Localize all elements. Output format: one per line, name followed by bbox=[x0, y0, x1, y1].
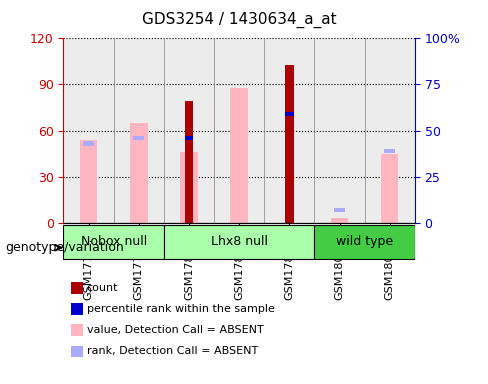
Bar bbox=[230, 88, 248, 223]
Bar bbox=[184, 136, 193, 140]
Text: count: count bbox=[87, 283, 119, 293]
Bar bbox=[80, 140, 97, 223]
Bar bbox=[334, 207, 345, 212]
Bar bbox=[285, 112, 294, 116]
Bar bbox=[285, 65, 294, 223]
Bar bbox=[331, 218, 348, 223]
FancyBboxPatch shape bbox=[314, 225, 415, 259]
Text: genotype/variation: genotype/variation bbox=[5, 241, 123, 254]
Bar bbox=[365, 38, 415, 223]
FancyBboxPatch shape bbox=[63, 225, 164, 259]
Bar bbox=[164, 38, 214, 223]
Bar bbox=[214, 38, 264, 223]
Bar bbox=[114, 38, 164, 223]
Bar bbox=[385, 149, 395, 153]
Text: Nobox null: Nobox null bbox=[81, 235, 147, 248]
Text: percentile rank within the sample: percentile rank within the sample bbox=[87, 304, 275, 314]
Bar bbox=[214, 38, 264, 223]
Bar bbox=[180, 152, 198, 223]
Bar bbox=[114, 38, 164, 223]
Bar bbox=[63, 38, 114, 223]
Bar bbox=[130, 123, 147, 223]
Bar bbox=[164, 38, 214, 223]
Bar bbox=[314, 38, 365, 223]
Text: value, Detection Call = ABSENT: value, Detection Call = ABSENT bbox=[87, 325, 264, 335]
Text: GDS3254 / 1430634_a_at: GDS3254 / 1430634_a_at bbox=[142, 12, 336, 28]
Bar bbox=[83, 141, 94, 146]
Bar bbox=[184, 101, 193, 223]
Bar bbox=[381, 154, 399, 223]
Bar bbox=[133, 136, 144, 140]
Text: Lhx8 null: Lhx8 null bbox=[211, 235, 267, 248]
Text: rank, Detection Call = ABSENT: rank, Detection Call = ABSENT bbox=[87, 346, 258, 356]
Bar bbox=[264, 38, 314, 223]
Bar bbox=[264, 38, 314, 223]
Text: wild type: wild type bbox=[336, 235, 393, 248]
FancyBboxPatch shape bbox=[164, 225, 314, 259]
Bar bbox=[314, 38, 365, 223]
Bar bbox=[365, 38, 415, 223]
Bar bbox=[63, 38, 114, 223]
